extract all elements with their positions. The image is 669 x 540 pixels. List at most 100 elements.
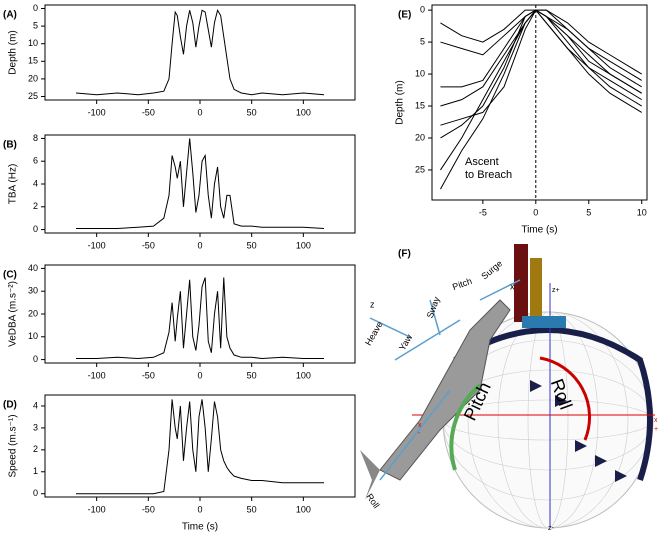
- y-tick-label: 20: [28, 308, 38, 318]
- y-tick-label: 4: [33, 400, 38, 410]
- x-axis-label: Time (s): [182, 522, 218, 533]
- y-tick-label: 5: [420, 36, 425, 46]
- data-line: [76, 138, 325, 229]
- y-tick-label: 20: [28, 73, 38, 83]
- y-tick-label: 15: [28, 56, 38, 66]
- label: x: [418, 422, 422, 429]
- x-tick-label: 100: [296, 107, 311, 117]
- bar: [514, 244, 528, 322]
- y-tick-label: 0: [33, 3, 38, 13]
- x-tick-label: 50: [247, 370, 257, 380]
- label: Surge: [479, 258, 504, 281]
- data-line: [440, 9, 642, 126]
- label: z+: [552, 287, 560, 294]
- y-tick-label: 0: [420, 4, 425, 14]
- data-line: [440, 9, 642, 171]
- data-line: [440, 9, 642, 107]
- x-tick-label: 50: [247, 504, 257, 514]
- x-tick-label: 0: [197, 240, 202, 250]
- y-tick-label: 20: [415, 132, 425, 142]
- y-tick-label: 6: [33, 156, 38, 166]
- y-tick-label: 8: [33, 133, 38, 143]
- label: +: [654, 426, 658, 433]
- diagram-f: Heave Yaw Sway Pitch Surge Roll z x Pitc…: [360, 244, 658, 532]
- y-tick-label: 25: [28, 91, 38, 101]
- shark-tail: [360, 450, 380, 500]
- shark: [379, 299, 511, 481]
- x-tick-label: -50: [142, 107, 155, 117]
- pitch-arc: [449, 383, 482, 471]
- y-tick-label: 10: [415, 68, 425, 78]
- label: z-: [548, 525, 555, 532]
- y-tick-label: 15: [415, 100, 425, 110]
- roll-arc: [539, 356, 592, 441]
- y-tick-label: 25: [415, 164, 425, 174]
- y-axis-label: Depth (m): [8, 30, 19, 74]
- y-tick-label: 0: [33, 354, 38, 364]
- x-tick-label: 10: [637, 207, 647, 217]
- x-tick-label: 5: [586, 207, 591, 217]
- y-tick-label: 10: [28, 38, 38, 48]
- y-tick-label: 4: [33, 178, 38, 188]
- track: [453, 327, 653, 481]
- y-tick-label: 0: [33, 488, 38, 498]
- data-line: [440, 9, 642, 88]
- x-tick-label: 0: [197, 370, 202, 380]
- data-line: [76, 277, 324, 359]
- x-tick-label: 100: [296, 240, 311, 250]
- panel-label: (F): [398, 249, 411, 260]
- y-axis-label: Depth (m): [395, 80, 406, 124]
- x-tick-label: 50: [247, 240, 257, 250]
- label: z: [370, 299, 375, 309]
- x-axis-label: Time (s): [521, 225, 557, 236]
- x-tick-label: 0: [197, 107, 202, 117]
- x-tick-label: -100: [88, 370, 106, 380]
- data-line: [75, 8, 325, 96]
- markers: [530, 380, 627, 482]
- label: x: [654, 417, 658, 424]
- y-tick-label: 10: [28, 331, 38, 341]
- x-tick-label: -100: [88, 240, 106, 250]
- data-line: [76, 399, 324, 495]
- annotation: Ascent: [465, 156, 499, 168]
- label: -: [418, 430, 421, 437]
- label: x: [510, 281, 515, 291]
- y-axis-label: Speed (m.s⁻¹): [8, 414, 19, 477]
- x-tick-label: -5: [479, 207, 487, 217]
- label: Sway: [425, 295, 442, 320]
- y-axis-label: TBA (Hz): [8, 164, 19, 205]
- y-tick-label: 2: [33, 444, 38, 454]
- bar: [530, 258, 542, 322]
- x-tick-label: 100: [296, 370, 311, 380]
- label: Roll: [364, 492, 381, 510]
- y-tick-label: 5: [33, 20, 38, 30]
- x-tick-label: -100: [88, 107, 106, 117]
- base: [522, 316, 566, 328]
- panel-label: (A): [3, 10, 17, 21]
- y-tick-label: 40: [28, 263, 38, 273]
- panel-label: (C): [3, 270, 17, 281]
- label: Heave: [363, 320, 385, 348]
- y-tick-label: 30: [28, 286, 38, 296]
- x-tick-label: 50: [247, 107, 257, 117]
- label: Pitch: [451, 276, 473, 292]
- data-line: [440, 9, 642, 94]
- x-tick-label: 0: [533, 207, 538, 217]
- y-tick-label: 1: [33, 466, 38, 476]
- data-line: [440, 9, 642, 139]
- x-tick-label: -50: [142, 504, 155, 514]
- panel-label: (D): [3, 400, 17, 411]
- y-tick-label: 3: [33, 422, 38, 432]
- x-tick-label: -100: [88, 504, 106, 514]
- y-tick-label: 2: [33, 201, 38, 211]
- annotation: to Breach: [465, 169, 512, 181]
- body-axes: [369, 279, 521, 481]
- x-tick-label: -50: [142, 240, 155, 250]
- panel-label: (E): [398, 10, 411, 21]
- y-axis-label: VeDBA (m.s⁻²): [8, 281, 19, 347]
- plot-frame: [431, 4, 648, 201]
- x-tick-label: 100: [296, 504, 311, 514]
- panel-label: (B): [3, 140, 17, 151]
- y-tick-label: 0: [33, 224, 38, 234]
